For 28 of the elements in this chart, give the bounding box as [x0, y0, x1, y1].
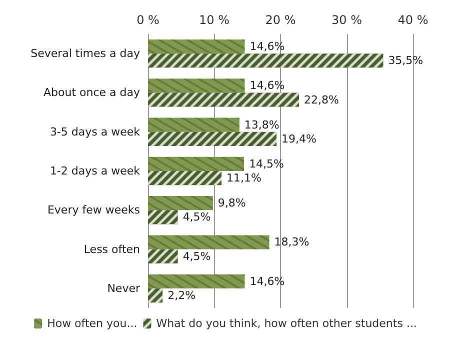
x-tick-label: 20 % — [265, 13, 296, 27]
x-tick-label: 30 % — [332, 13, 362, 27]
data-label: 4,5% — [182, 210, 211, 224]
y-tick-label: Never — [107, 282, 140, 295]
legend-label: What do you think, how often other students ... — [156, 317, 417, 330]
data-label: 18,3% — [274, 236, 310, 249]
data-label: 14,6% — [250, 79, 285, 92]
data-label: 2,2% — [168, 288, 196, 302]
y-tick-label: 3-5 days a week — [50, 125, 141, 138]
data-label: 9,8% — [218, 196, 246, 210]
data-label: 22,8% — [304, 93, 340, 106]
data-label: 14,6% — [250, 40, 285, 54]
data-label: 14,6% — [250, 274, 285, 288]
y-tick-label: Every few weeks — [47, 204, 140, 217]
data-label: 11,1% — [226, 172, 262, 185]
x-tick-label: 0 % — [136, 13, 160, 27]
data-label: 35,5% — [388, 54, 424, 68]
data-label: 19,4% — [282, 132, 316, 146]
y-tick-label: Several times a day — [30, 47, 140, 60]
legend-label: How often you... — [47, 317, 138, 330]
x-tick-label: 10 % — [199, 13, 230, 27]
y-tick-label: 1-2 days a week — [50, 164, 141, 178]
data-label: 14,5% — [249, 157, 284, 170]
data-label: 4,5% — [182, 250, 211, 263]
data-label: 13,8% — [244, 118, 280, 132]
y-tick-label: Less often — [84, 242, 140, 256]
y-tick-label: About once a day — [43, 86, 140, 100]
x-tick-label: 40 % — [398, 13, 428, 27]
